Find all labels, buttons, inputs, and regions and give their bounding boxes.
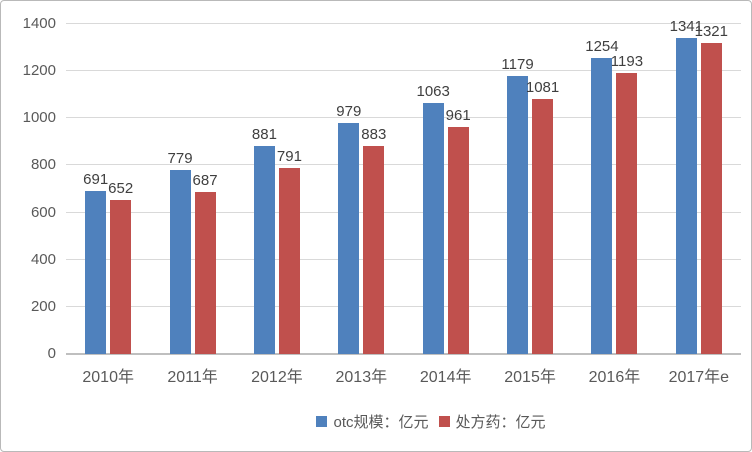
data-label-series2-2012年: 791: [276, 148, 302, 165]
x-axis-line: [66, 353, 741, 355]
legend-swatch-icon: [438, 416, 450, 427]
bar-series2-2010年: [110, 200, 132, 354]
bar-series1-2011年: [169, 170, 191, 354]
gridline-600: [66, 211, 741, 213]
gridline-1400: [66, 23, 741, 24]
y-tick-label-400: 400: [30, 250, 56, 268]
data-label-series2-2014年: 961: [445, 107, 471, 124]
data-label-series1-2013年: 979: [336, 103, 362, 120]
legend-item-series1: otc规模：亿元: [316, 411, 429, 432]
x-tick-label-2016年: 2016年: [588, 369, 641, 386]
x-tick-label-2012年: 2012年: [251, 369, 303, 386]
y-tick-label-800: 800: [30, 156, 56, 174]
data-label-series1-2014年: 1063: [416, 83, 450, 100]
x-tick-label-2010年: 2010年: [82, 369, 134, 386]
bar-series1-2014年: [422, 103, 444, 354]
bar-series2-2012年: [278, 168, 300, 354]
data-label-series2-2010年: 652: [108, 180, 134, 197]
bar-series1-2015年: [507, 76, 529, 354]
bar-series2-2011年: [194, 192, 216, 354]
bar-series2-2015年: [532, 99, 554, 354]
gridline-200: [66, 305, 741, 307]
bar-series2-2016年: [616, 73, 638, 354]
bar-series1-2012年: [253, 146, 275, 354]
x-tick-label-2013年: 2013年: [335, 369, 388, 386]
data-label-series2-2013年: 883: [361, 126, 387, 143]
x-tick-label-2011年: 2011年: [167, 369, 218, 386]
bar-series1-2017年e: [675, 38, 697, 354]
y-tick-label-0: 0: [47, 345, 56, 362]
gridline-1000: [66, 117, 741, 119]
x-tick-label-2014年: 2014年: [419, 369, 472, 386]
gridline-1200: [66, 70, 741, 72]
legend-label: otc规模：亿元: [333, 414, 429, 431]
bar-series2-2017年e: [700, 43, 722, 354]
legend-swatch-icon: [316, 416, 328, 427]
data-label-series1-2016年: 1254: [585, 38, 619, 55]
y-tick-label-1000: 1000: [22, 109, 56, 127]
data-label-series2-2016年: 1193: [610, 53, 644, 70]
data-label-series1-2011年: 779: [167, 150, 193, 167]
data-label-series1-2012年: 881: [251, 126, 277, 143]
bar-series1-2013年: [338, 123, 360, 354]
gridline-400: [66, 258, 741, 260]
bar-series1-2016年: [591, 58, 613, 354]
y-tick-label-1200: 1200: [22, 62, 56, 80]
legend-item-series2: 处方药：亿元: [438, 411, 546, 432]
data-label-series2-2015年: 1081: [525, 79, 560, 96]
data-label-series1-2015年: 1179: [501, 56, 534, 73]
data-label-series2-2017年e: 1321: [694, 23, 728, 40]
bar-series1-2010年: [85, 191, 107, 354]
x-tick-label-2017年e: 2017年e: [668, 369, 730, 386]
x-tick-label-2015年: 2015年: [504, 369, 556, 386]
y-tick-label-600: 600: [30, 203, 56, 221]
y-tick-label-200: 200: [30, 297, 56, 315]
legend: otc规模：亿元 处方药：亿元: [56, 411, 751, 432]
y-tick-label-1400: 1400: [22, 15, 56, 32]
data-label-series2-2011年: 687: [192, 172, 218, 189]
plot-area: 691 652 779 687 881 791 979 883 1063 961 1179 1081 1…: [66, 18, 741, 355]
gridline-800: [66, 164, 741, 166]
data-label-series1-2017年e: 1341: [669, 18, 703, 35]
bar-series2-2013年: [363, 146, 385, 354]
legend-label: 处方药：亿元: [455, 414, 546, 431]
bar-series2-2014年: [447, 127, 469, 354]
data-label-series1-2010年: 691: [83, 171, 109, 188]
